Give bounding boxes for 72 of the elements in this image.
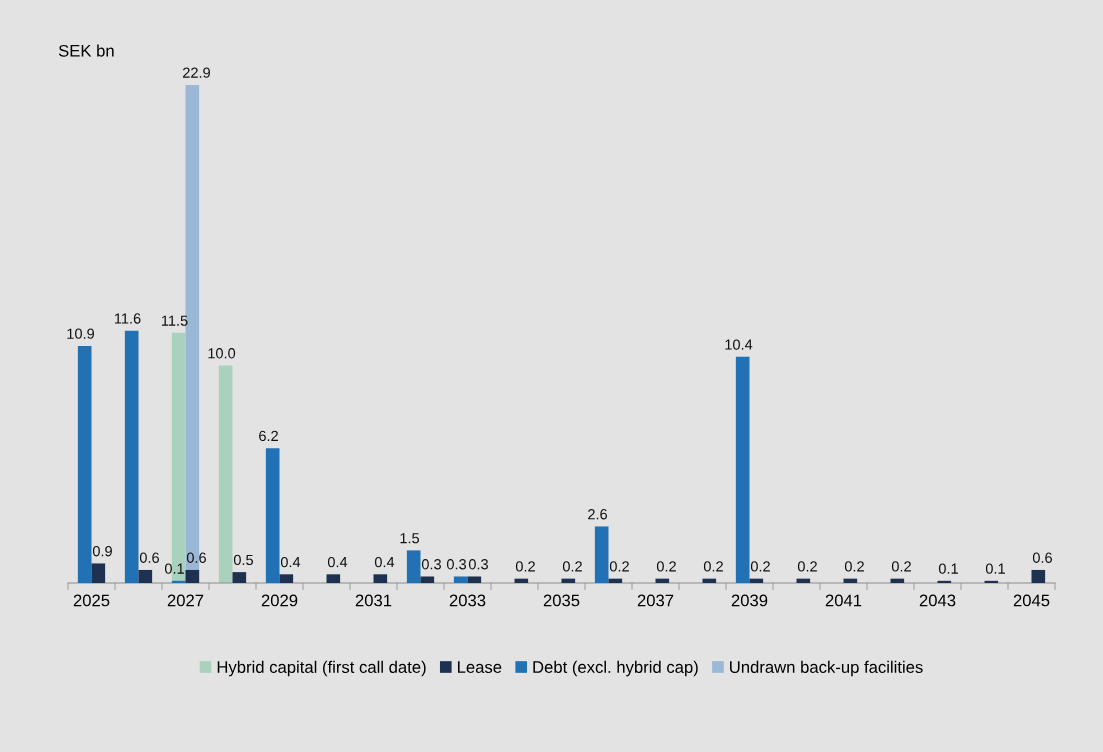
bar bbox=[702, 578, 717, 583]
bar bbox=[453, 576, 468, 583]
bar bbox=[265, 448, 280, 583]
data-label: 0.9 bbox=[92, 546, 112, 557]
bar bbox=[138, 569, 153, 583]
bar bbox=[594, 526, 609, 583]
bar bbox=[735, 356, 750, 583]
bar bbox=[185, 569, 200, 583]
legend-label: Lease bbox=[458, 661, 502, 673]
bar bbox=[218, 365, 233, 583]
data-label: 0.3 bbox=[468, 559, 488, 570]
legend-label: Hybrid capital (first call date) bbox=[217, 660, 426, 677]
data-label: 0.4 bbox=[374, 556, 395, 568]
bar bbox=[655, 578, 670, 583]
x-tick-label: 2043 bbox=[919, 594, 956, 607]
data-label: 0.3 bbox=[446, 559, 467, 570]
bar bbox=[420, 576, 435, 583]
x-tick-label: 2045 bbox=[1013, 594, 1050, 607]
bar bbox=[326, 574, 341, 583]
x-tick-label: 2025 bbox=[73, 594, 110, 607]
y-axis-title: SEK bn bbox=[58, 44, 114, 57]
data-label: 0.6 bbox=[186, 552, 206, 563]
bar bbox=[124, 330, 139, 583]
data-label: 22.9 bbox=[183, 67, 210, 78]
x-tick-label: 2039 bbox=[731, 594, 768, 607]
data-label: 0.2 bbox=[515, 561, 535, 572]
data-label: 0.6 bbox=[1032, 552, 1052, 563]
legend-label: Debt (excl. hybrid cap) bbox=[533, 660, 698, 677]
bar bbox=[467, 576, 482, 583]
x-tick-label: 2027 bbox=[167, 594, 204, 607]
data-label: 0.2 bbox=[891, 561, 911, 572]
bar bbox=[937, 580, 952, 583]
data-label: 10.9 bbox=[67, 328, 95, 339]
data-label: 0.1 bbox=[985, 563, 1005, 574]
data-label: 0.2 bbox=[797, 561, 817, 572]
data-label: 1.5 bbox=[400, 533, 420, 544]
data-label: 0.1 bbox=[938, 563, 958, 574]
data-label: 2.6 bbox=[588, 509, 608, 520]
bar bbox=[279, 574, 294, 583]
data-label: 0.2 bbox=[750, 561, 770, 572]
data-label: 0.5 bbox=[233, 554, 254, 566]
bar bbox=[796, 578, 811, 583]
bar bbox=[232, 572, 247, 583]
data-label: 0.2 bbox=[844, 561, 864, 572]
data-label: 0.1 bbox=[164, 563, 184, 574]
x-tick-label: 2037 bbox=[637, 594, 674, 607]
data-label: 6.2 bbox=[259, 430, 278, 442]
data-label: 0.3 bbox=[421, 559, 441, 570]
data-label: 0.4 bbox=[327, 556, 348, 568]
data-label: 0.2 bbox=[562, 561, 582, 572]
bar bbox=[373, 574, 388, 583]
x-tick-label: 2035 bbox=[543, 594, 580, 607]
data-label: 10.4 bbox=[725, 339, 753, 350]
x-tick-label: 2031 bbox=[355, 594, 392, 607]
x-tick-label: 2041 bbox=[825, 594, 862, 607]
bar bbox=[77, 345, 92, 583]
bar bbox=[890, 578, 905, 583]
data-label: 0.2 bbox=[656, 561, 676, 572]
bar bbox=[1031, 569, 1046, 583]
bar bbox=[406, 550, 421, 583]
x-tick-label: 2033 bbox=[449, 594, 486, 607]
legend-label: Undrawn back-up facilities bbox=[730, 660, 923, 677]
data-label: 0.2 bbox=[609, 561, 629, 572]
data-label: 11.6 bbox=[114, 313, 141, 324]
data-label: 10.0 bbox=[208, 348, 236, 359]
data-label: 0.2 bbox=[703, 561, 723, 572]
data-label: 0.4 bbox=[280, 556, 301, 568]
bar bbox=[171, 580, 186, 583]
x-tick-label: 2029 bbox=[261, 594, 298, 607]
bar bbox=[91, 563, 106, 583]
data-label: 11.5 bbox=[161, 315, 188, 326]
data-label: 0.6 bbox=[139, 552, 159, 563]
